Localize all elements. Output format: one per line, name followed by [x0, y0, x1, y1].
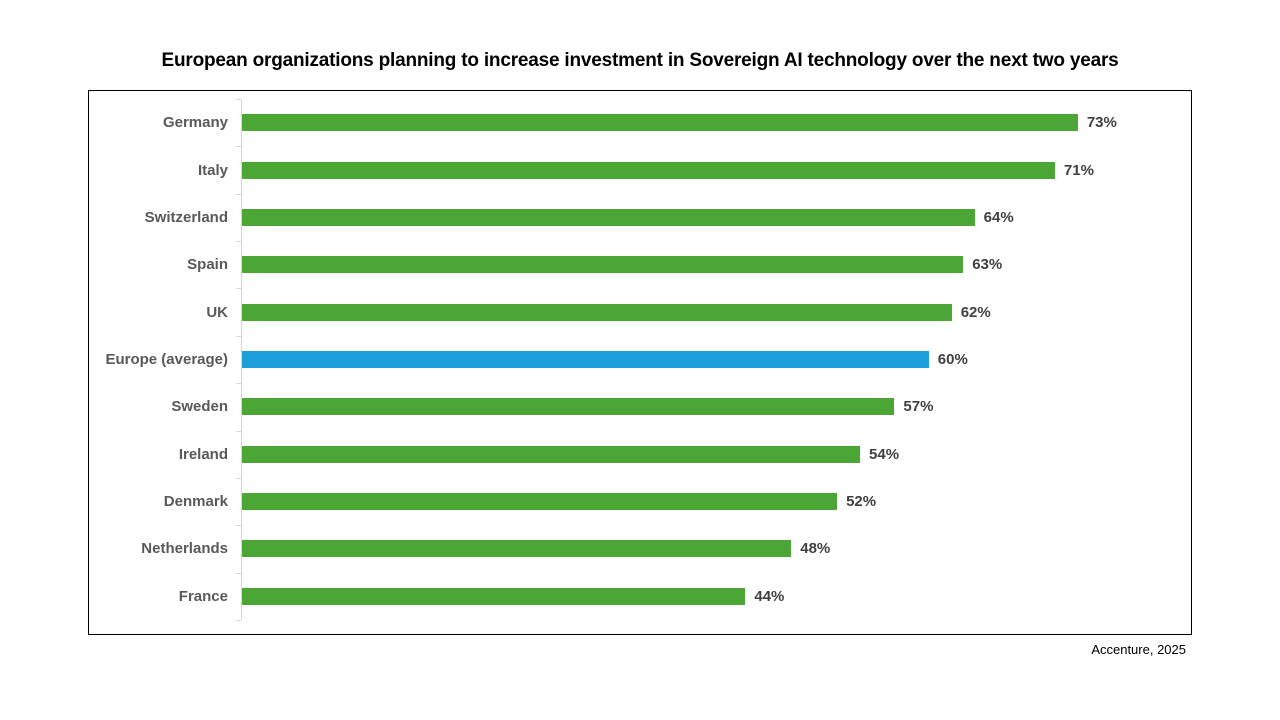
bar-denmark	[241, 493, 838, 511]
value-label-europe-average: 60%	[937, 350, 968, 368]
category-label-switzerland: Switzerland	[144, 208, 228, 226]
category-label-netherlands: Netherlands	[141, 540, 228, 558]
plot-area: Germany 73% Italy 71% Switzerland 64% Spain 63%…	[88, 90, 1192, 635]
category-label-denmark: Denmark	[163, 493, 228, 511]
category-label-ireland: Ireland	[178, 445, 228, 463]
chart-row-europe-average: Europe (average) 60%	[89, 336, 1181, 383]
value-label-france: 44%	[754, 587, 785, 605]
category-axis-line	[241, 99, 242, 620]
category-label-italy: Italy	[197, 161, 228, 179]
bar-track: 52%	[241, 478, 1181, 525]
chart-row-sweden: Sweden 57%	[89, 383, 1181, 430]
axis-tick	[236, 335, 241, 337]
category-label-france: France	[178, 587, 228, 605]
bar-track: 48%	[241, 525, 1181, 572]
chart-row-germany: Germany 73%	[89, 99, 1181, 146]
value-label-germany: 73%	[1086, 114, 1117, 132]
axis-tick	[236, 288, 241, 290]
bar-track: 73%	[241, 99, 1181, 146]
source-citation: Accenture, 2025	[1091, 642, 1186, 657]
category-label-europe-average: Europe (average)	[105, 350, 228, 368]
chart-title: European organizations planning to incre…	[161, 50, 1119, 71]
value-label-italy: 71%	[1063, 161, 1094, 179]
bar-track: 62%	[241, 288, 1181, 335]
category-label-sweden: Sweden	[171, 398, 228, 416]
chart-row-switzerland: Switzerland 64%	[89, 194, 1181, 241]
bar-track: 54%	[241, 431, 1181, 478]
axis-tick	[236, 620, 241, 621]
axis-tick	[236, 193, 241, 195]
category-label-spain: Spain	[187, 256, 228, 274]
bar-europe-average	[241, 350, 929, 368]
axis-tick	[236, 525, 241, 527]
bar-germany	[241, 114, 1078, 132]
value-label-ireland: 54%	[869, 445, 900, 463]
bar-uk	[241, 303, 952, 321]
chart-rows: Germany 73% Italy 71% Switzerland 64% Spain 63%…	[89, 99, 1181, 620]
axis-tick	[236, 241, 241, 243]
bar-track: 44%	[241, 573, 1181, 620]
value-label-spain: 63%	[972, 256, 1003, 274]
axis-tick	[236, 99, 241, 100]
chart-row-italy: Italy 71%	[89, 146, 1181, 193]
bar-spain	[241, 256, 964, 274]
value-label-switzerland: 64%	[983, 208, 1014, 226]
axis-tick	[236, 430, 241, 432]
bar-france	[241, 587, 746, 605]
bar-track: 60%	[241, 336, 1181, 383]
bar-track: 63%	[241, 241, 1181, 288]
category-label-germany: Germany	[162, 114, 228, 132]
value-label-denmark: 52%	[846, 493, 877, 511]
chart-row-ireland: Ireland 54%	[89, 431, 1181, 478]
bar-switzerland	[241, 208, 975, 226]
value-label-uk: 62%	[960, 303, 991, 321]
chart-row-spain: Spain 63%	[89, 241, 1181, 288]
axis-tick	[236, 572, 241, 574]
bar-track: 71%	[241, 146, 1181, 193]
chart-row-france: France 44%	[89, 573, 1181, 620]
bar-track: 57%	[241, 383, 1181, 430]
chart-row-denmark: Denmark 52%	[89, 478, 1181, 525]
chart-row-uk: UK 62%	[89, 288, 1181, 335]
value-label-netherlands: 48%	[800, 540, 831, 558]
bar-sweden	[241, 398, 895, 416]
axis-tick	[236, 477, 241, 479]
chart-row-netherlands: Netherlands 48%	[89, 525, 1181, 572]
value-label-sweden: 57%	[903, 398, 934, 416]
bar-italy	[241, 161, 1055, 179]
bar-netherlands	[241, 540, 792, 558]
bar-track: 64%	[241, 194, 1181, 241]
category-label-uk: UK	[206, 303, 228, 321]
axis-tick	[236, 383, 241, 385]
bar-ireland	[241, 445, 861, 463]
axis-tick	[236, 146, 241, 148]
